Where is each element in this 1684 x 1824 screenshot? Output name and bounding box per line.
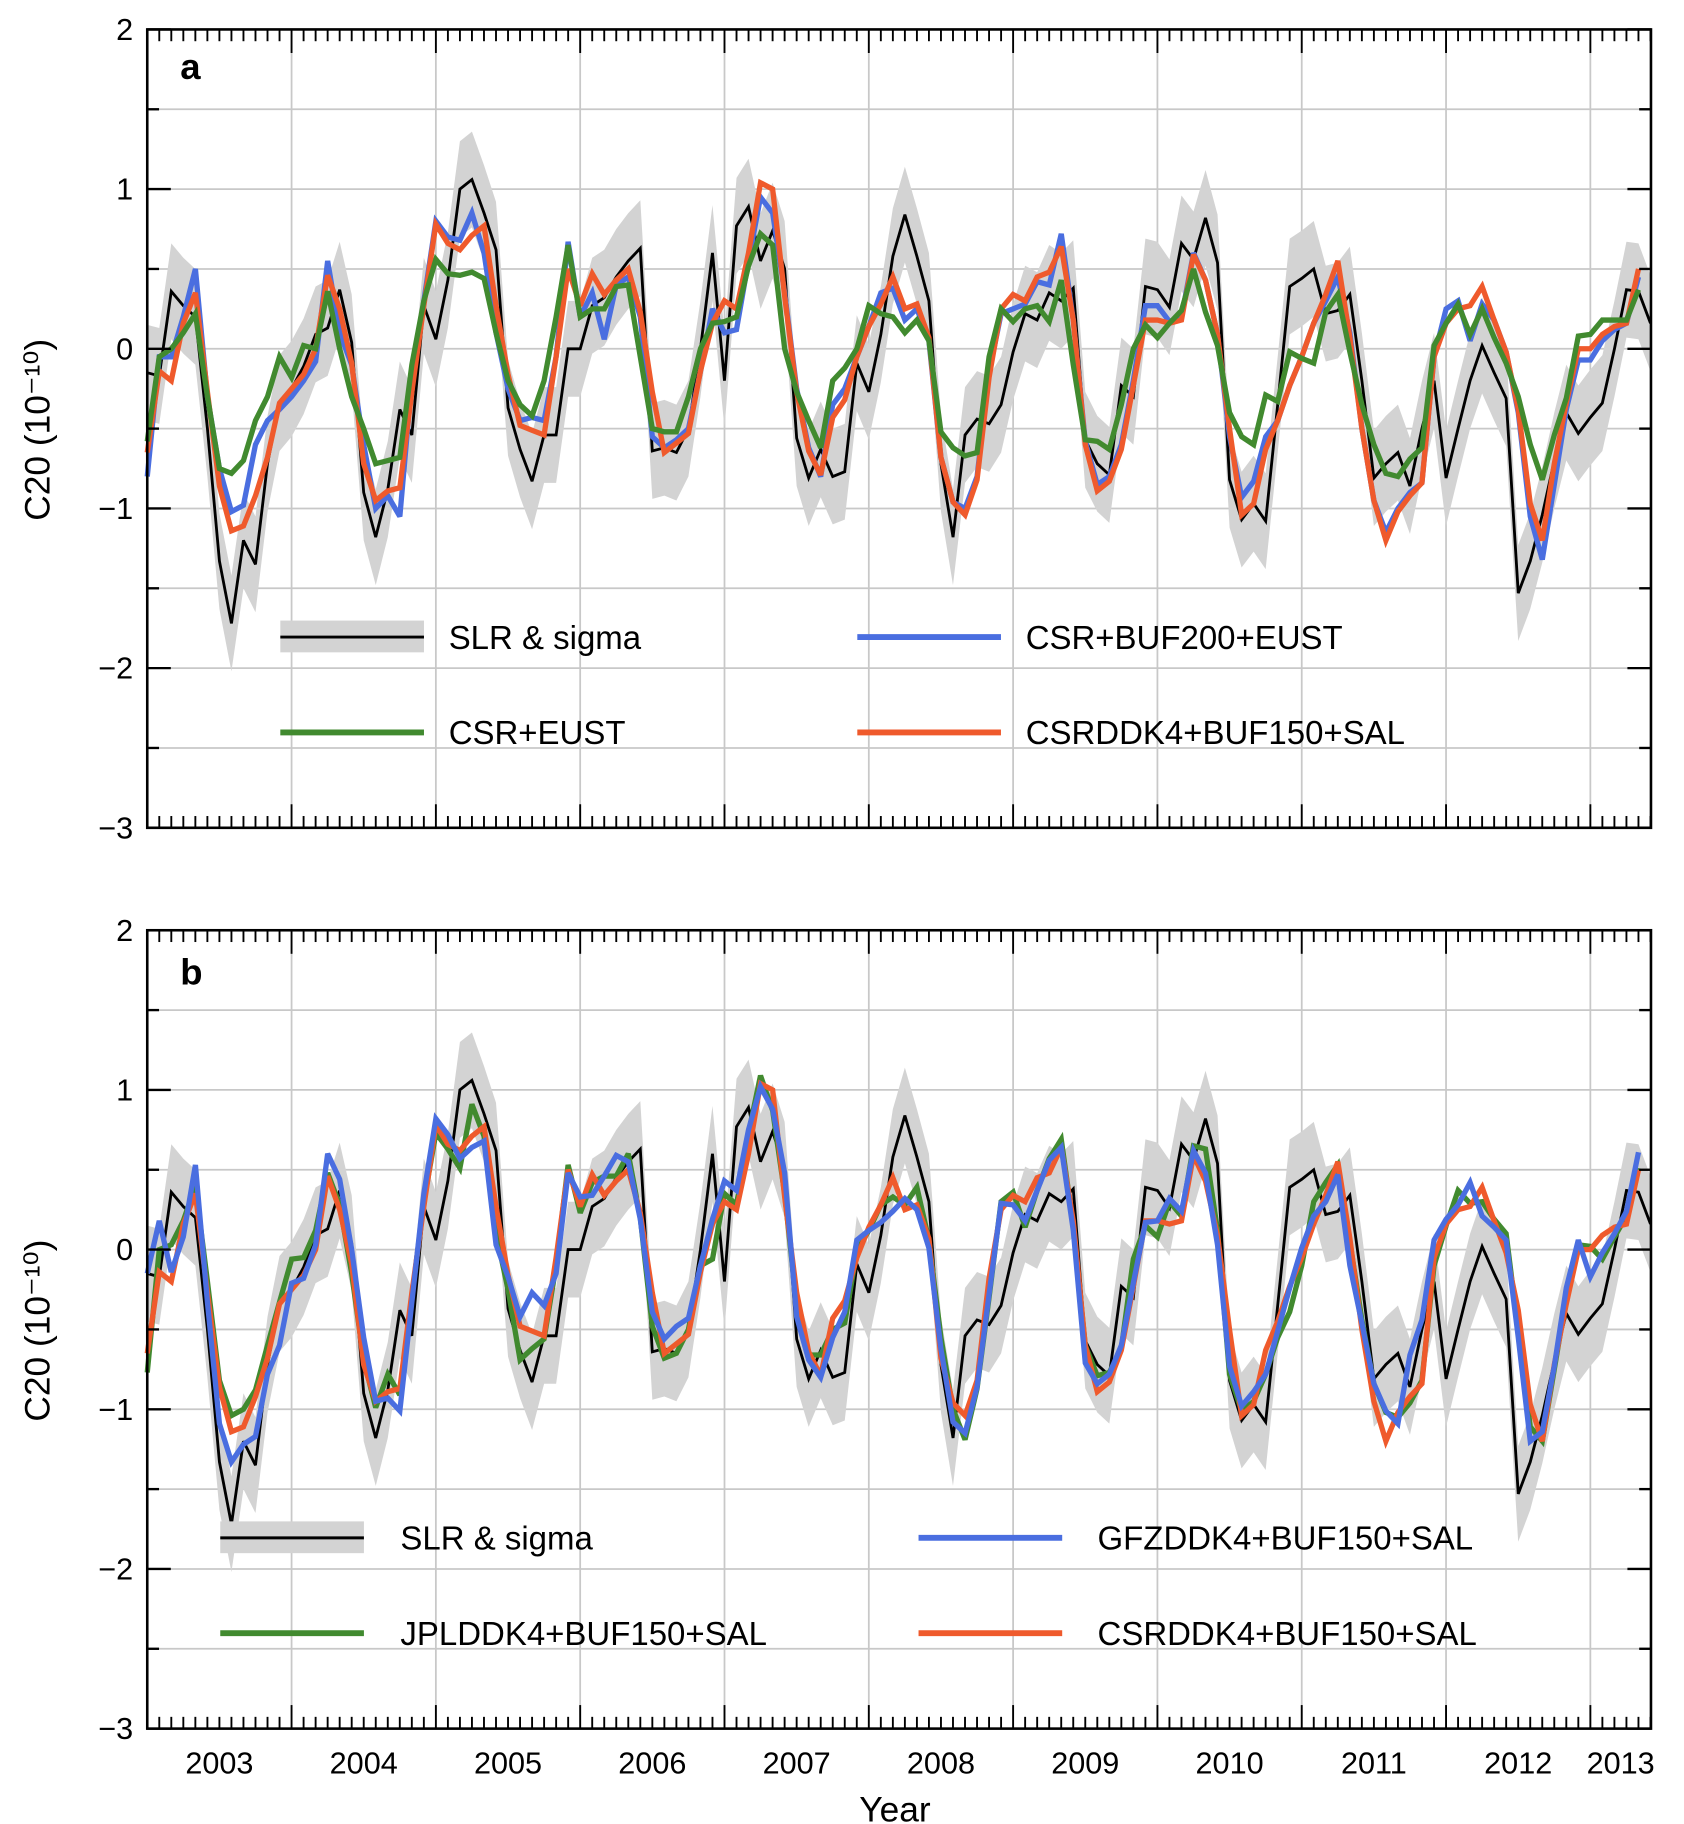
y-tick-label: −1 [98,1393,133,1427]
panel-b-grid [147,930,1651,1729]
panel-a: 2 1 0 −1 −2 −3 a C20 (10⁻¹⁰) SLR & sigma CSR+… [19,13,1653,845]
x-tick-label: 2004 [330,1746,398,1780]
legend-label: SLR & sigma [449,619,642,656]
panel-b-series [144,1074,1652,1525]
legend-item-slr-sigma: SLR & sigma [220,1520,593,1557]
x-axis-label: Year [859,1791,931,1824]
panel-a-legend: SLR & sigma CSR+BUF200+EUST CSR+EUST CSR… [280,619,1405,751]
legend-label: SLR & sigma [400,1520,593,1557]
x-tick-label: 2003 [185,1746,253,1780]
x-tick-label: 2006 [618,1746,686,1780]
y-tick-label: 2 [116,13,133,47]
panel-b: 2 1 0 −1 −2 −3 b C20 (10⁻¹⁰) SLR & sigma GFZD… [19,914,1655,1824]
y-tick-label: 0 [116,332,133,366]
legend-label: JPLDDK4+BUF150+SAL [400,1615,767,1652]
x-tick-label: 2005 [474,1746,542,1780]
y-tick-label: 2 [116,914,133,948]
series-line-csrddk4-buf150-sal [144,1079,1642,1450]
y-tick-label: −1 [98,492,133,526]
series-line-gfzddk4-buf150-sal [144,1079,1642,1468]
panel-a-series [144,177,1652,624]
legend-label: CSRDDK4+BUF150+SAL [1098,1615,1477,1652]
legend-item-gfzddk4-buf150-sal: GFZDDK4+BUF150+SAL [918,1520,1474,1557]
series-line-csr-eust [144,229,1641,481]
legend-item-csr-eust: CSR+EUST [280,714,626,751]
panel-b-label: b [180,951,202,992]
y-tick-label: 1 [116,173,133,207]
panel-b-axes: 2 1 0 −1 −2 −3 [98,914,1653,1746]
legend-item-jplddk4-buf150-sal: JPLDDK4+BUF150+SAL [220,1615,767,1652]
series-line-csrddk4-buf150-sal [144,178,1642,549]
y-tick-label: −2 [98,1553,133,1587]
legend-item-csrddk4-buf150-sal: CSRDDK4+BUF150+SAL [918,1615,1477,1652]
x-tick-label: 2008 [907,1746,975,1780]
legend-item-slr-sigma: SLR & sigma [280,619,642,656]
legend-label: CSR+EUST [449,714,626,751]
panel-a-label: a [180,46,201,87]
legend-label: CSR+BUF200+EUST [1026,619,1343,656]
panel-a-y-axis-label: C20 (10⁻¹⁰) [19,339,58,521]
x-tick-label: 2012 [1484,1746,1552,1780]
x-tick-label: 2010 [1196,1746,1264,1780]
series-line-slr-sigma [146,177,1652,624]
series-line-slr-sigma [146,1078,1652,1525]
x-tick-label: 2013 [1587,1746,1655,1780]
legend-label: CSRDDK4+BUF150+SAL [1026,714,1405,751]
y-tick-label: 0 [116,1233,133,1267]
panel-b-y-axis-label: C20 (10⁻¹⁰) [19,1240,58,1422]
y-tick-label: 1 [116,1074,133,1108]
panel-a-axes: 2 1 0 −1 −2 −3 [98,13,1653,845]
x-tick-label: 2007 [763,1746,831,1780]
x-tick-label: 2011 [1341,1746,1407,1780]
legend-item-csrddk4-buf150-sal: CSRDDK4+BUF150+SAL [857,714,1405,751]
legend-item-csr-buf200-eust: CSR+BUF200+EUST [857,619,1343,656]
x-tick-label: 2009 [1051,1746,1119,1780]
legend-label: GFZDDK4+BUF150+SAL [1098,1520,1474,1557]
y-tick-label: −3 [98,1712,133,1746]
x-tick-labels: 2003 2004 2005 2006 2007 2008 2009 2010 2011 2012… [185,1746,1654,1780]
panel-b-legend: SLR & sigma GFZDDK4+BUF150+SAL JPLDDK4+B… [220,1520,1477,1652]
y-tick-label: −2 [98,652,133,686]
y-tick-label: −3 [98,811,133,845]
